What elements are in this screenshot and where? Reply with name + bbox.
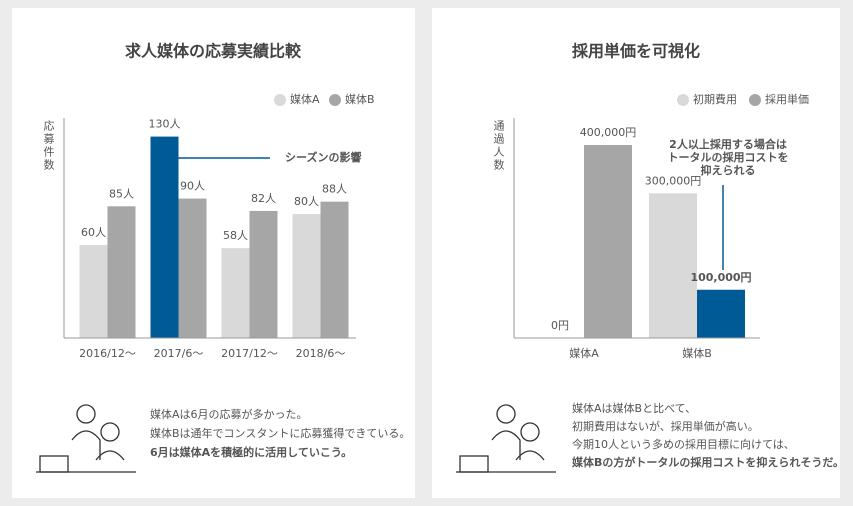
x-tick-label: 2016/12〜 [79,347,136,360]
legend-label: 初期費用 [693,92,737,106]
legend-marker [274,94,286,106]
bar [249,210,278,338]
panel [12,8,415,498]
illustration [36,404,136,473]
value-label: 60人 [81,226,106,239]
chart-title: 求人媒体の応募実績比較 [125,42,302,61]
bar [79,245,108,338]
value-label: 130人 [149,118,181,131]
caption: 媒体Bの方がトータルの採用コストを抑えられそうだ。 [571,455,844,469]
caption: 媒体Aは6月の応募が多かった。 [150,407,308,421]
legend-label: 媒体A [290,92,320,106]
caption: 媒体Aは媒体Bと比べて、 [572,401,696,415]
bar [649,193,697,338]
x-tick-label: 2017/6〜 [154,347,204,360]
legend-label: 媒体B [345,92,375,106]
bar [178,198,207,338]
legend-marker [749,94,761,106]
bar [107,206,136,338]
annotation: トータルの採用コストを [668,150,789,164]
y-axis-label: 通過人数 [492,120,505,172]
panel [432,8,840,498]
value-label: 400,000円 [580,126,637,139]
value-label: 0円 [551,319,569,332]
legend-marker [677,94,689,106]
chart-title: 採用単価を可視化 [572,42,700,61]
value-label: 300,000円 [645,174,702,187]
bar [150,136,179,338]
x-tick-label: 2017/12〜 [221,347,278,360]
bar [221,248,250,338]
value-label: 100,000円 [690,271,751,284]
x-tick-label: 媒体B [682,346,712,360]
legend-marker [329,94,341,106]
value-label: 90人 [180,180,205,193]
y-axis-label: 応募件数 [42,119,55,172]
caption: 媒体Bは通年でコンスタントに応募獲得できている。 [150,426,410,440]
caption: 今期10人という多めの採用目標に向けては、 [572,437,795,451]
legend-label: 採用単価 [765,92,809,106]
bar [584,145,632,338]
value-label: 58人 [223,229,248,242]
caption: 6月は媒体Aを積極的に活用していこう。 [150,445,352,459]
x-tick-label: 2018/6〜 [296,347,346,360]
value-label: 85人 [109,187,134,200]
annotation: 抑えられる [701,163,756,177]
bar [320,201,349,338]
annotation: 2人以上採用する場合は [669,137,787,151]
bar [697,289,745,338]
annotation: シーズンの影響 [285,150,361,164]
bar [292,214,321,338]
x-tick-label: 媒体A [569,346,599,360]
caption: 初期費用はないが、採用単価が高い。 [572,419,759,433]
value-label: 88人 [322,183,347,196]
illustration [456,404,556,473]
value-label: 82人 [251,192,276,205]
value-label: 80人 [294,195,319,208]
